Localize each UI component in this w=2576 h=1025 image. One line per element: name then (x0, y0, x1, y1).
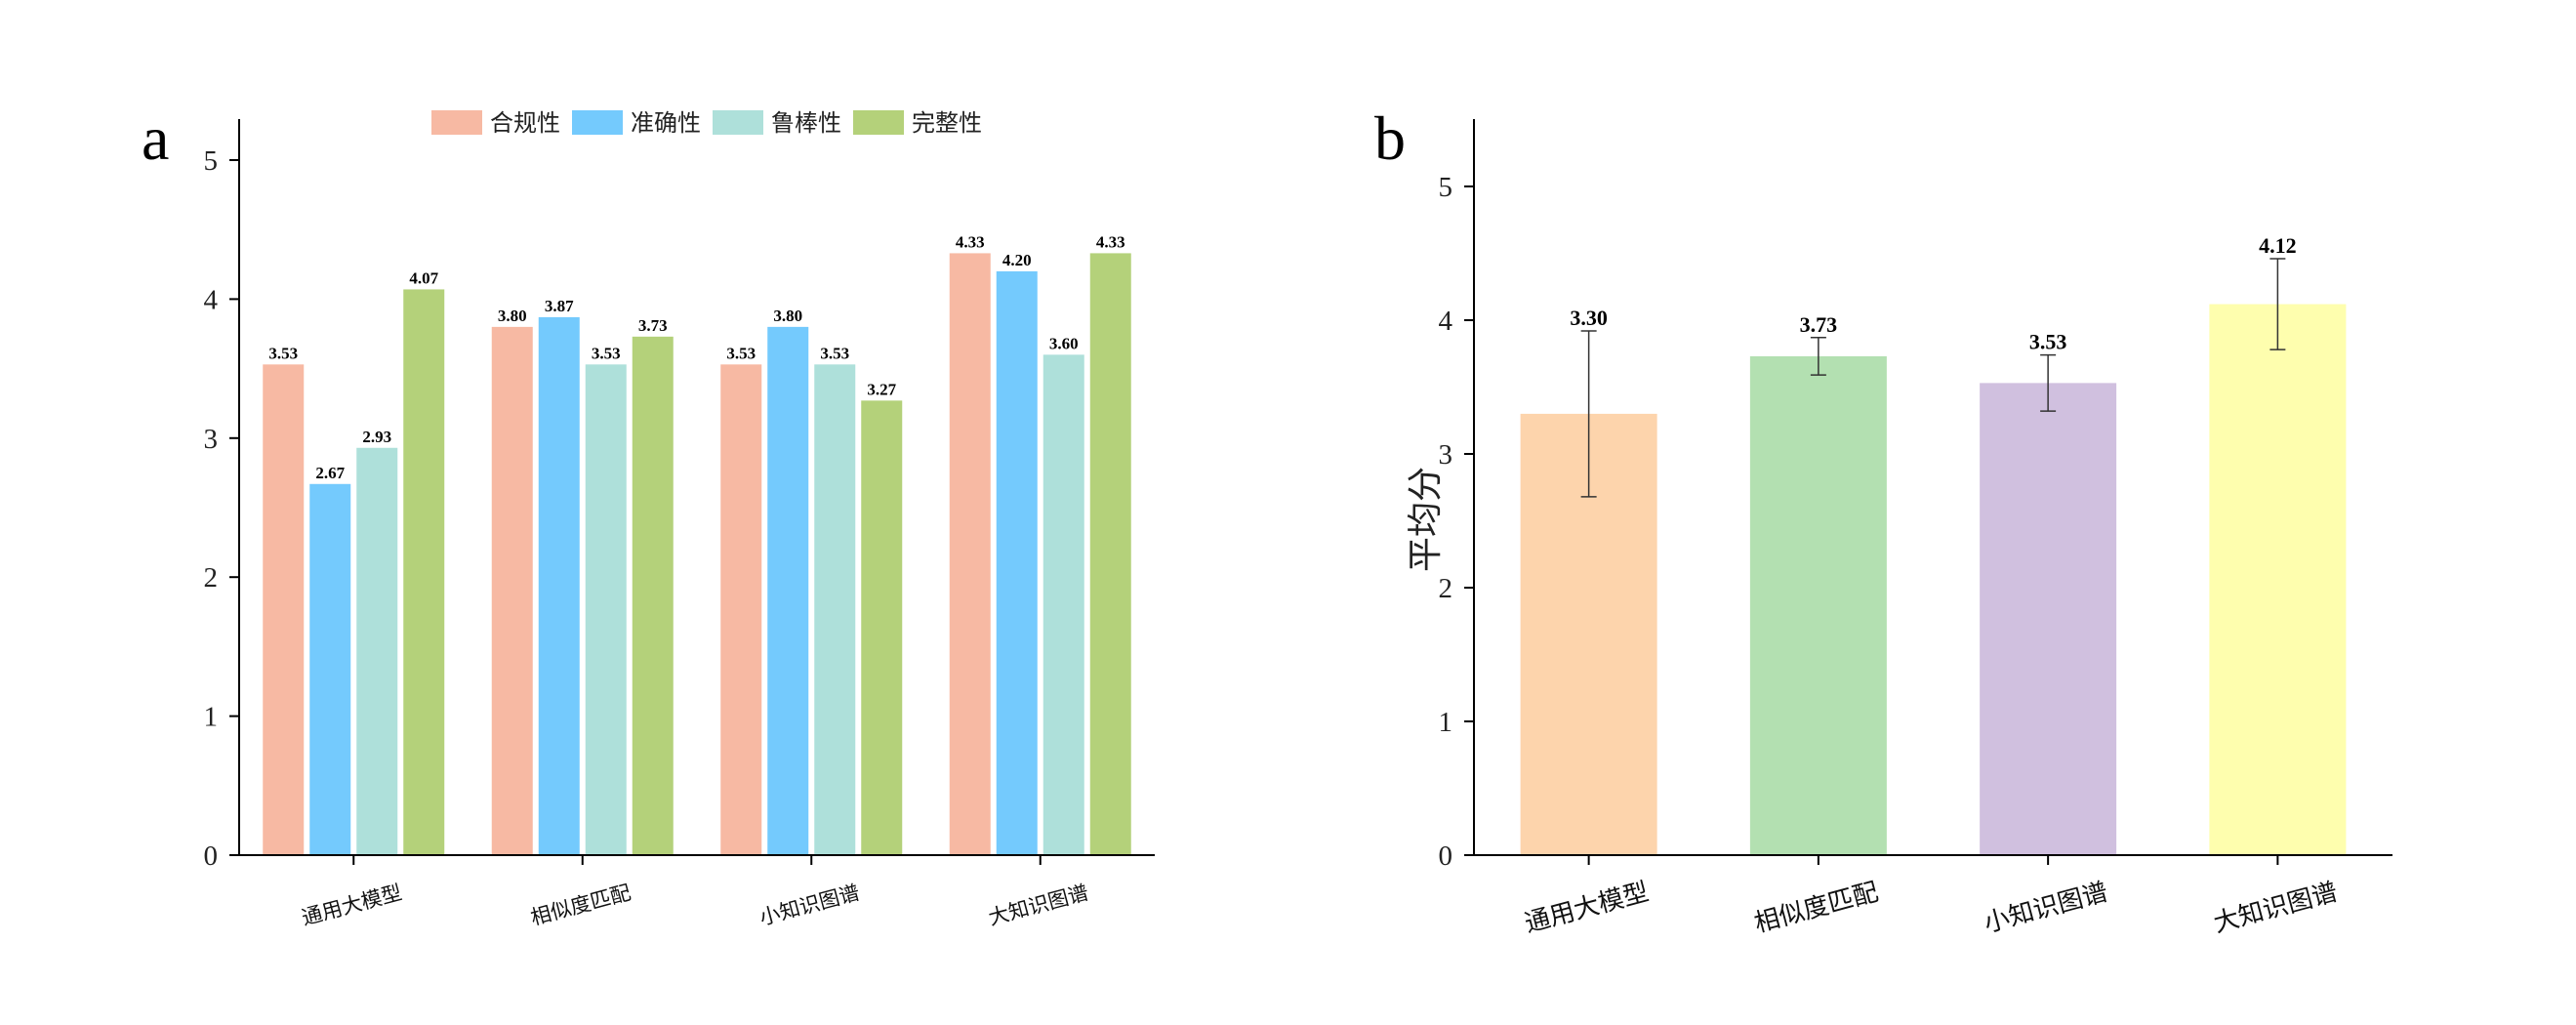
bar-准确性-通用大模型 (309, 483, 351, 855)
data-label: 2.93 (362, 428, 391, 446)
bar-合规性-大知识图谱 (949, 253, 991, 856)
y-tick-label: 4 (204, 284, 219, 315)
y-tick-label: 1 (1439, 707, 1453, 738)
data-label: 3.60 (1049, 334, 1079, 352)
y-tick-label: 5 (204, 145, 219, 177)
bar-大知识图谱 (2209, 304, 2347, 855)
bar-合规性-相似度匹配 (491, 326, 533, 855)
bar-准确性-小知识图谱 (767, 326, 809, 855)
bar-相似度匹配 (1749, 355, 1887, 855)
x-tick-label: 大知识图谱 (2211, 878, 2341, 939)
legend-swatch (431, 110, 482, 135)
legend-swatch (853, 110, 904, 135)
y-tick-label: 5 (1439, 172, 1453, 203)
x-tick-label: 通用大模型 (1522, 878, 1652, 939)
legend-swatch (713, 110, 763, 135)
x-tick-label: 大知识图谱 (986, 881, 1091, 929)
data-label: 3.27 (867, 380, 896, 398)
y-tick-label: 0 (204, 840, 219, 872)
data-label: 3.73 (638, 316, 668, 335)
y-tick-label: 3 (1439, 439, 1453, 471)
legend-swatch (572, 110, 623, 135)
data-label: 3.87 (545, 297, 574, 315)
bar-鲁棒性-相似度匹配 (585, 364, 627, 855)
data-label: 3.53 (2029, 330, 2067, 354)
panel-b-y-axis-label: 平均分 (1406, 467, 1446, 572)
legend-label: 完整性 (912, 109, 982, 137)
data-label: 3.80 (773, 307, 802, 325)
bar-鲁棒性-通用大模型 (356, 447, 398, 855)
y-tick-label: 2 (204, 562, 219, 594)
data-label: 4.33 (956, 232, 985, 251)
y-tick-label: 2 (1439, 573, 1453, 604)
panel-a-bars: 3.53 2.67 2.93 4.07 3.80 3.87 3.53 3.73 3.53 3.80… (263, 232, 1131, 856)
bar-完整性-大知识图谱 (1089, 253, 1131, 856)
data-label: 4.33 (1096, 232, 1125, 251)
bar-小知识图谱 (1980, 383, 2117, 855)
y-tick-label: 4 (1439, 306, 1453, 337)
bar-合规性-小知识图谱 (720, 364, 762, 855)
bar-完整性-通用大模型 (403, 289, 445, 855)
panel-a-legend: 合规性 准确性 鲁棒性 完整性 (431, 109, 982, 137)
data-label: 2.67 (315, 464, 345, 482)
x-tick-label: 相似度匹配 (528, 881, 634, 929)
panel-b-letter: b (1374, 103, 1406, 173)
x-tick-label: 通用大模型 (300, 881, 405, 929)
bar-鲁棒性-小知识图谱 (814, 364, 856, 855)
y-tick-label: 1 (204, 702, 219, 733)
panel-b-bars: 3.30 3.73 3.53 4.12 (1520, 233, 2347, 855)
data-label: 4.20 (1002, 251, 1032, 269)
data-label: 3.53 (820, 344, 849, 362)
bar-合规性-通用大模型 (263, 364, 305, 855)
x-tick-label: 小知识图谱 (1981, 878, 2110, 939)
data-label: 3.53 (726, 344, 756, 362)
data-label: 3.30 (1570, 306, 1608, 330)
y-tick-label: 3 (204, 424, 219, 455)
x-tick-label: 小知识图谱 (757, 881, 863, 929)
panel-a-letter: a (142, 103, 169, 173)
y-tick-label: 0 (1439, 840, 1453, 872)
panel-a: a 合规性 准确性 鲁棒性 完整性 3.532.672.934.073.803.873… (142, 103, 1155, 929)
bar-鲁棒性-大知识图谱 (1043, 354, 1084, 855)
bar-准确性-大知识图谱 (996, 270, 1038, 855)
legend-label: 合规性 (490, 109, 560, 137)
data-label: 3.80 (498, 307, 527, 325)
bar-准确性-相似度匹配 (538, 316, 580, 855)
data-label: 3.53 (592, 344, 621, 362)
bar-完整性-相似度匹配 (632, 336, 674, 855)
bar-完整性-小知识图谱 (861, 400, 903, 855)
x-tick-label: 相似度匹配 (1751, 878, 1881, 939)
data-label: 3.53 (268, 344, 298, 362)
data-label: 4.12 (2259, 233, 2297, 258)
data-label: 3.73 (1800, 312, 1838, 337)
panel-b: b 平均分 3.30 3.73 3.53 4.12 通用大模型 相似度匹配 小知识图谱 大知… (1374, 103, 2392, 939)
legend-label: 鲁棒性 (771, 109, 841, 137)
data-label: 4.07 (409, 268, 438, 287)
legend-label: 准确性 (631, 109, 701, 137)
